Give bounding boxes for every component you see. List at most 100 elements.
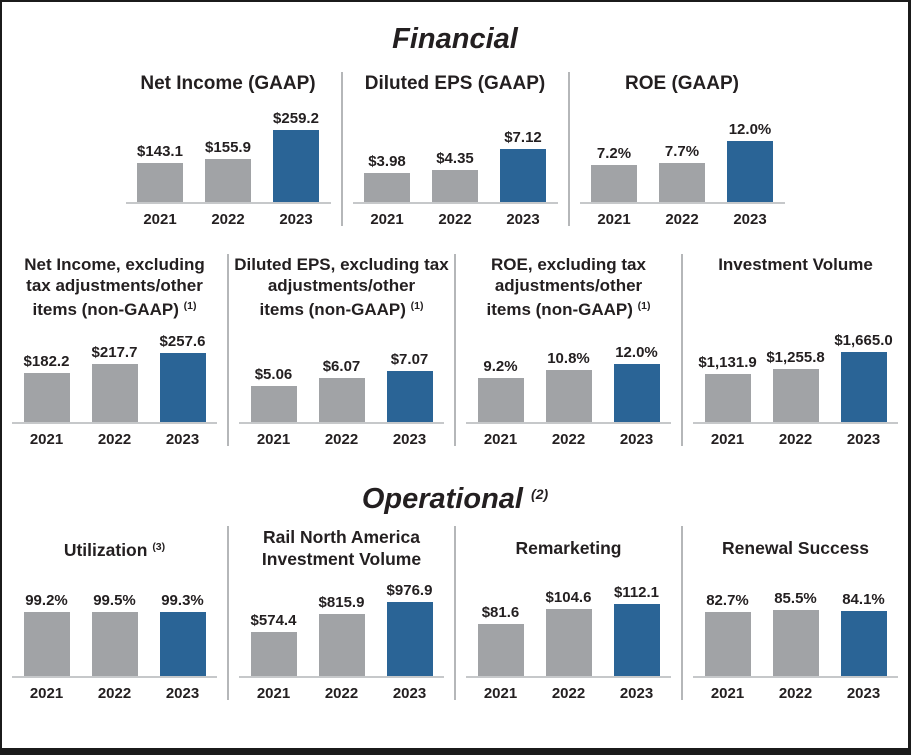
x-axis-labels: 2021 2022 2023 xyxy=(239,678,444,702)
chart-title: Diluted EPS, excluding tax adjustments/ot… xyxy=(234,252,448,319)
year-label: 2023 xyxy=(506,211,540,228)
bar-2023 xyxy=(159,612,206,676)
bar-value-label: $7.12 xyxy=(504,129,542,146)
panel-divider xyxy=(454,526,456,700)
bar-2022 xyxy=(318,614,365,676)
bar-value-label: 12.0% xyxy=(615,344,658,361)
bar-group-2023: $7.12 xyxy=(497,129,549,202)
chart-panel-9: Remarketing $81.6 $104.6 $112.1 2021 2022 2023 xyxy=(456,524,681,702)
bar-2021 xyxy=(23,612,70,676)
year-label: 2021 xyxy=(256,685,291,702)
x-axis-labels: 2021 2022 2023 xyxy=(353,204,558,228)
year-label: 2021 xyxy=(483,685,518,702)
section-title-financial: Financial xyxy=(2,14,908,55)
year-label: 2021 xyxy=(597,211,631,228)
chart-title-text: Remarketing xyxy=(515,538,622,558)
year-label: 2023 xyxy=(846,431,881,448)
chart-title: Renewal Success xyxy=(722,524,869,572)
operational-row: Utilization (3) 99.2% 99.5% 99.3% 2021 2022 20… xyxy=(2,524,908,702)
chart-title-text: Investment Volume xyxy=(718,255,873,274)
bar-group-2022: 99.5% xyxy=(89,592,141,676)
financial-row-non-gaap: Net Income, excluding tax adjustments/oth… xyxy=(2,252,908,448)
bar-value-label: $81.6 xyxy=(481,604,520,621)
year-label: 2022 xyxy=(551,685,586,702)
bar-value-label: $143.1 xyxy=(137,143,183,160)
year-label: 2021 xyxy=(29,431,64,448)
bar-group-2023: 99.3% xyxy=(157,592,209,676)
bar-2023 xyxy=(613,364,660,422)
chart-title: ROE (GAAP) xyxy=(625,70,739,98)
section-operational-superscript: (2) xyxy=(531,486,549,502)
bar-group-2023: $257.6 xyxy=(157,333,209,422)
bar-chart: $182.2 $217.7 $257.6 xyxy=(12,320,217,424)
bar-value-label: $1,131.9 xyxy=(698,354,757,371)
x-axis-labels: 2021 2022 2023 xyxy=(466,424,671,448)
bar-group-2021: 7.2% xyxy=(588,145,640,202)
chart-panel-0: Net Income (GAAP) $143.1 $155.9 $259.2 2021 2… xyxy=(116,70,341,228)
year-label: 2022 xyxy=(778,685,813,702)
bar-2021 xyxy=(591,165,637,202)
bar-2021 xyxy=(704,374,751,422)
bar-value-label: $976.9 xyxy=(386,582,433,599)
bar-2021 xyxy=(250,632,297,676)
bar-2021 xyxy=(704,612,751,676)
chart-panel-4: Diluted EPS, excluding tax adjustments/ot… xyxy=(229,252,454,448)
chart-title-text: Net Income, excluding tax adjustments/oth… xyxy=(24,255,205,319)
panel-divider xyxy=(227,254,229,446)
year-label: 2022 xyxy=(324,431,359,448)
chart-title: Investment Volume xyxy=(718,252,873,318)
financial-row-gaap: Net Income (GAAP) $143.1 $155.9 $259.2 2021 2… xyxy=(2,70,908,228)
year-label: 2023 xyxy=(619,685,654,702)
chart-panel-7: Utilization (3) 99.2% 99.5% 99.3% 2021 2022 20… xyxy=(2,524,227,702)
bar-chart: $1,131.9 $1,255.8 $1,665.0 xyxy=(693,320,898,424)
bar-value-label: $574.4 xyxy=(250,612,297,629)
year-label: 2021 xyxy=(370,211,404,228)
bar-value-label: 9.2% xyxy=(483,358,518,375)
bar-group-2021: $574.4 xyxy=(248,612,300,676)
bar-chart: 82.7% 85.5% 84.1% xyxy=(693,574,898,678)
year-label: 2022 xyxy=(97,431,132,448)
year-label: 2022 xyxy=(211,211,245,228)
bar-group-2022: $1,255.8 xyxy=(766,349,825,422)
year-label: 2023 xyxy=(619,431,654,448)
year-label: 2021 xyxy=(29,685,64,702)
bar-group-2023: 84.1% xyxy=(838,591,890,676)
bar-value-label: $217.7 xyxy=(91,344,138,361)
bar-value-label: $6.07 xyxy=(322,358,361,375)
bar-2022 xyxy=(545,609,592,676)
bar-2021 xyxy=(250,386,297,422)
bar-2021 xyxy=(137,163,183,202)
bar-value-label: $257.6 xyxy=(159,333,206,350)
bar-value-label: $815.9 xyxy=(318,594,365,611)
chart-panel-6: Investment Volume $1,131.9 $1,255.8 $1,665.… xyxy=(683,252,908,448)
chart-title: Rail North America Investment Volume xyxy=(262,524,421,572)
chart-title: ROE, excluding tax adjustments/other items… xyxy=(487,252,651,319)
bar-group-2021: $182.2 xyxy=(21,353,73,422)
bar-group-2022: 7.7% xyxy=(656,143,708,202)
bar-value-label: $259.2 xyxy=(273,110,319,127)
chart-title: Utilization (3) xyxy=(64,524,165,572)
bar-group-2023: $112.1 xyxy=(611,584,663,676)
chart-title: Net Income (GAAP) xyxy=(140,70,315,98)
x-axis-labels: 2021 2022 2023 xyxy=(239,424,444,448)
year-label: 2023 xyxy=(165,685,200,702)
bar-group-2023: 12.0% xyxy=(611,344,663,422)
bar-value-label: 12.0% xyxy=(728,121,772,138)
section-title-operational: Operational (2) xyxy=(2,472,908,516)
bar-group-2023: $259.2 xyxy=(270,110,322,202)
year-label: 2022 xyxy=(438,211,472,228)
bar-group-2023: $1,665.0 xyxy=(834,332,893,422)
bar-2023 xyxy=(386,602,433,676)
panel-divider xyxy=(567,72,570,226)
panel-divider xyxy=(340,72,343,226)
bar-group-2021: 9.2% xyxy=(475,358,527,422)
year-label: 2023 xyxy=(846,685,881,702)
bar-2021 xyxy=(477,378,524,422)
bar-value-label: $4.35 xyxy=(436,150,474,167)
bar-2022 xyxy=(91,612,138,676)
year-label: 2022 xyxy=(778,431,813,448)
bar-value-label: 85.5% xyxy=(774,590,817,607)
x-axis-labels: 2021 2022 2023 xyxy=(12,678,217,702)
bar-group-2021: $5.06 xyxy=(248,366,300,422)
bar-value-label: $5.06 xyxy=(254,366,293,383)
